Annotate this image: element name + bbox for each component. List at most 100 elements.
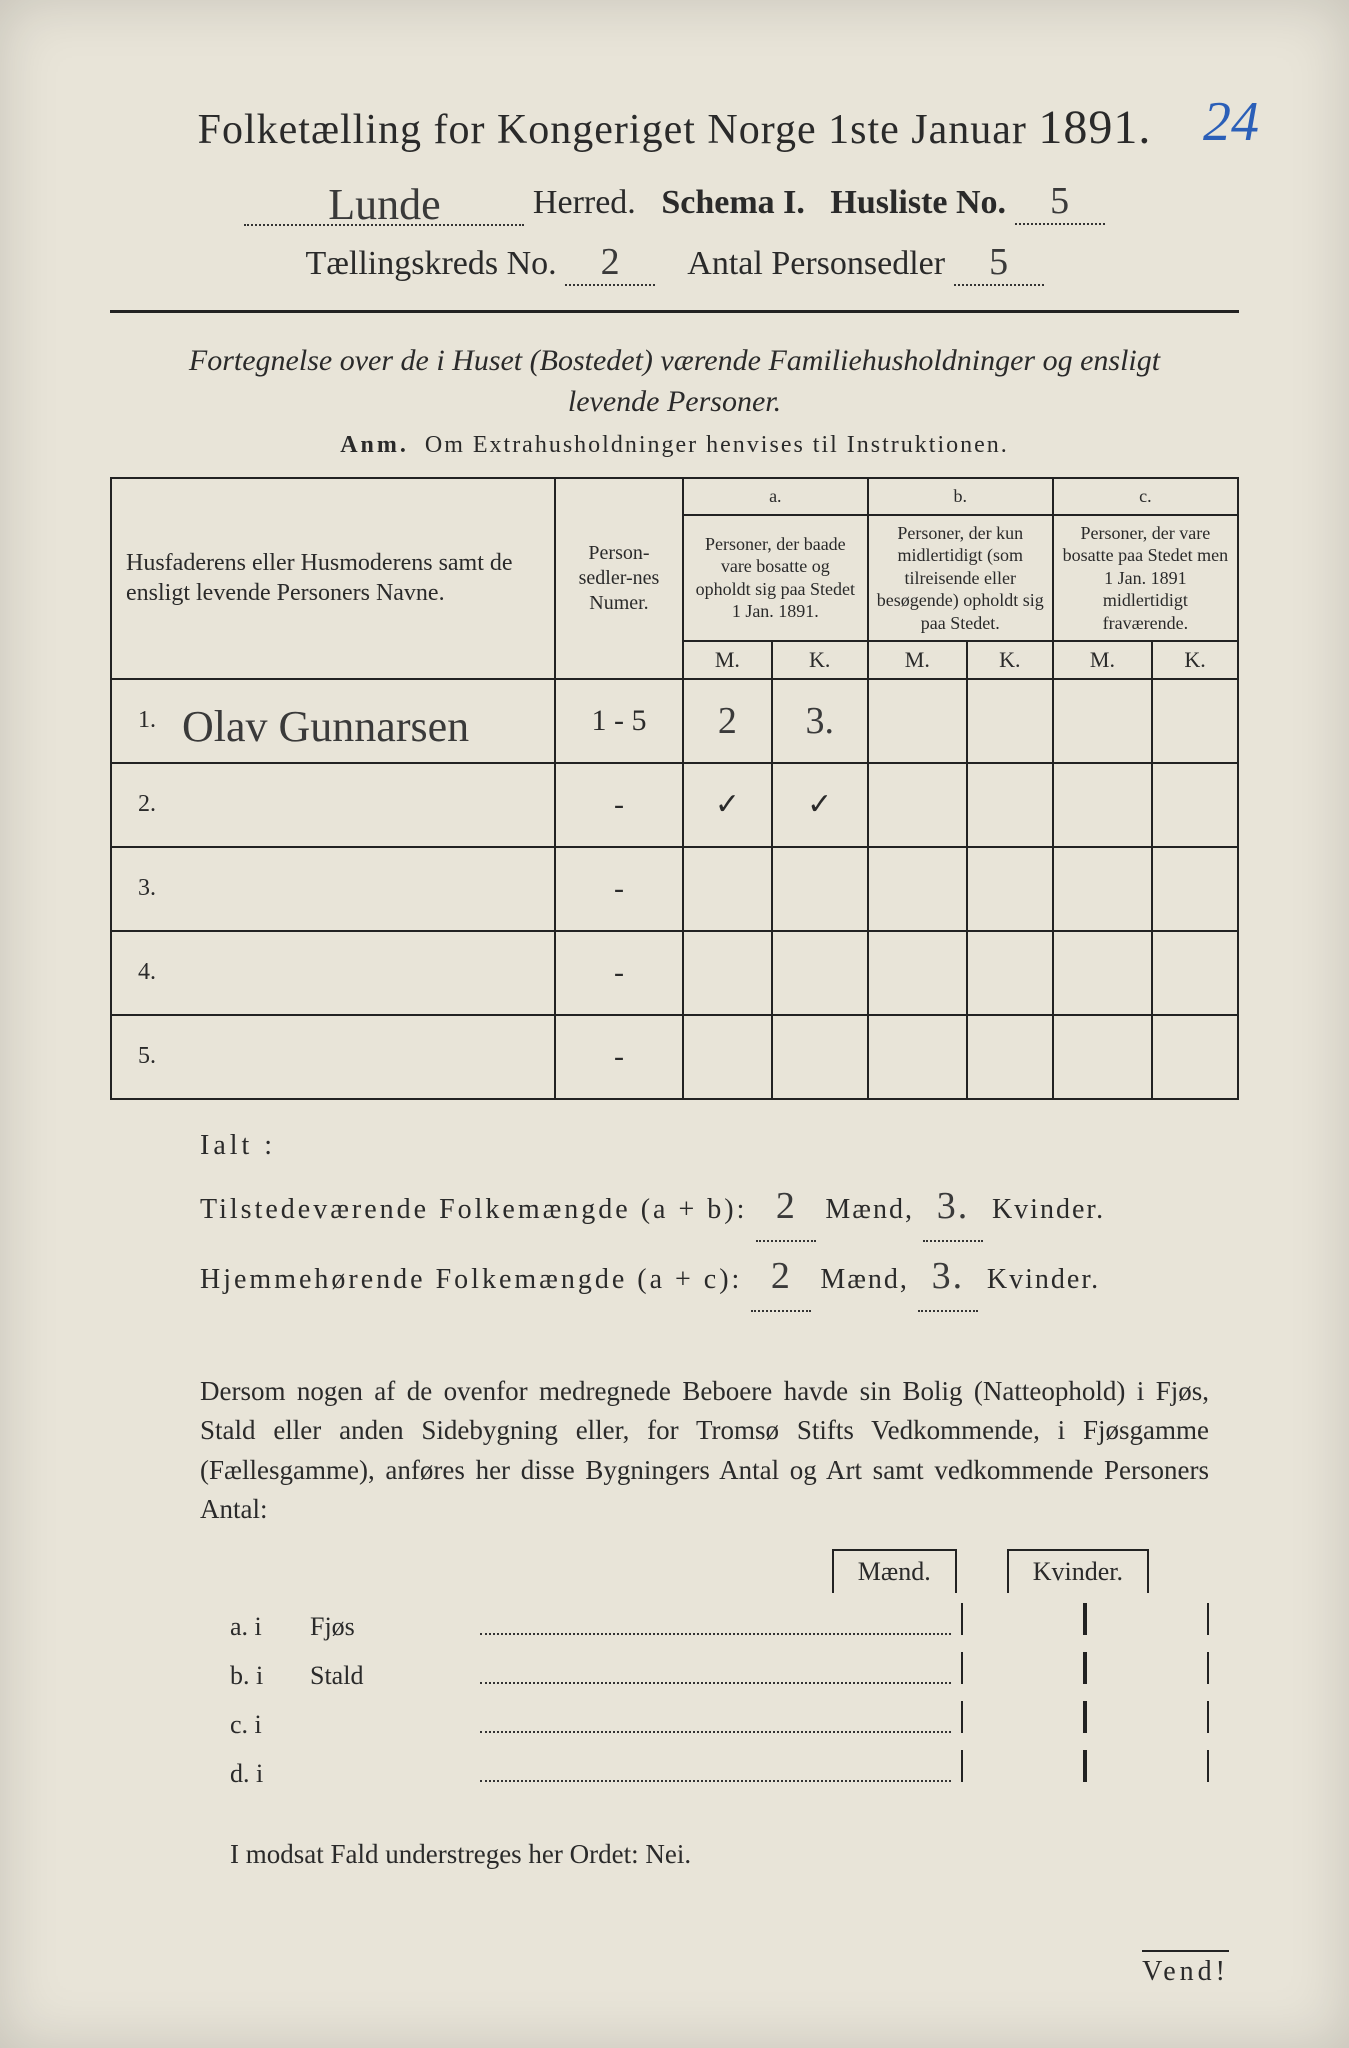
row-a-m: 2 — [683, 679, 772, 763]
col-b-head: b. — [868, 478, 1053, 515]
col-a-header: Personer, der baade vare bosatte og opho… — [683, 515, 868, 642]
row-a-k — [772, 931, 868, 1015]
ob-lbl: d. i — [230, 1759, 310, 1789]
totals-line1-label: Tilstedeværende Folkemængde (a + b): — [200, 1194, 747, 1225]
antal-label: Antal Personsedler — [687, 245, 945, 282]
totals-line2-m: 2 — [771, 1255, 792, 1297]
ob-lbl: b. i — [230, 1661, 310, 1691]
kreds-value: 2 — [601, 241, 620, 283]
row-number: 1. — [111, 679, 164, 763]
row-c-m — [1053, 931, 1152, 1015]
row-num: - — [555, 931, 683, 1015]
col-c-m: M. — [1053, 641, 1152, 679]
row-c-m — [1053, 847, 1152, 931]
row-number: 2. — [111, 763, 164, 847]
row-c-m — [1053, 763, 1152, 847]
ob-k-cell — [1085, 1652, 1209, 1684]
table-row: 2.-✓✓ — [111, 763, 1238, 847]
col-b-k: K. — [967, 641, 1053, 679]
row-a-k — [772, 847, 868, 931]
row-a-k: ✓ — [772, 763, 868, 847]
totals-maend-1: Mænd, — [825, 1194, 914, 1225]
schema-label: Schema I. — [661, 184, 805, 221]
col-a-head: a. — [683, 478, 868, 515]
title-main: Folketælling for Kongeriget Norge 1ste J… — [198, 107, 1027, 153]
row-c-k — [1152, 763, 1238, 847]
row-c-k — [1152, 931, 1238, 1015]
vend-label: Vend! — [1142, 1950, 1229, 1988]
row-b-k — [967, 763, 1053, 847]
husliste-label: Husliste No. — [830, 184, 1006, 221]
row-c-m — [1053, 679, 1152, 763]
ob-lbl: c. i — [230, 1710, 310, 1740]
totals-kvinder-2: Kvinder. — [987, 1264, 1100, 1295]
row-c-k — [1152, 679, 1238, 763]
outbuilding-line: d. i — [230, 1750, 1209, 1789]
row-num: 1 - 5 — [555, 679, 683, 763]
row-a-m: ✓ — [683, 763, 772, 847]
col-c-k: K. — [1152, 641, 1238, 679]
row-name — [164, 931, 555, 1015]
table-row: 4. - — [111, 931, 1238, 1015]
row-a-m — [683, 847, 772, 931]
table-row: 5.- — [111, 1015, 1238, 1099]
form-title: Folketælling for Kongeriget Norge 1ste J… — [110, 100, 1239, 155]
divider — [110, 310, 1239, 313]
row-c-k — [1152, 1015, 1238, 1099]
census-form-page: 24 Folketælling for Kongeriget Norge 1st… — [0, 0, 1349, 2048]
row-c-m — [1053, 1015, 1152, 1099]
household-table: Husfaderens eller Husmoderens samt de en… — [110, 477, 1239, 1100]
totals-line1-m: 2 — [776, 1185, 797, 1227]
ob-dots — [480, 1754, 951, 1782]
col-b-m: M. — [868, 641, 967, 679]
col-b-header: Personer, der kun midlertidigt (som tilr… — [868, 515, 1053, 642]
anm-label: Anm. — [340, 432, 409, 458]
row-number: 3. — [111, 847, 164, 931]
ob-k-cell — [1085, 1603, 1209, 1635]
row-num: - — [555, 763, 683, 847]
col-a-m: M. — [683, 641, 772, 679]
header-fields: Lunde Herred. Schema I. Husliste No. 5 T… — [110, 173, 1239, 286]
row-b-m — [868, 847, 967, 931]
row-b-k — [967, 679, 1053, 763]
ob-k-cell — [1085, 1750, 1209, 1782]
col-a-k: K. — [772, 641, 868, 679]
row-number: 4. — [111, 931, 164, 1015]
ob-m-cell — [961, 1750, 1085, 1782]
ob-m-cell — [961, 1603, 1085, 1635]
row-num: - — [555, 847, 683, 931]
row-a-m — [683, 1015, 772, 1099]
col-num-header: Person-sedler-nes Numer. — [555, 478, 683, 679]
row-a-k — [772, 1015, 868, 1099]
ob-txt: Fjøs — [310, 1612, 470, 1642]
page-number-handwritten: 24 — [1203, 90, 1259, 154]
ob-dots — [480, 1705, 951, 1733]
outbuildings-kvinder: Kvinder. — [1007, 1549, 1149, 1593]
ob-txt: Stald — [310, 1661, 470, 1691]
ialt-label: Ialt : — [200, 1130, 1239, 1162]
ob-m-cell — [961, 1652, 1085, 1684]
row-a-k: 3. — [772, 679, 868, 763]
row-b-m — [868, 1015, 967, 1099]
row-b-k — [967, 1015, 1053, 1099]
row-num: - — [555, 1015, 683, 1099]
row-b-m — [868, 763, 967, 847]
row-c-k — [1152, 847, 1238, 931]
ob-dots — [480, 1607, 951, 1635]
herred-label: Herred. — [533, 184, 636, 221]
table-row: 3. - — [111, 847, 1238, 931]
kreds-label: Tællingskreds No. — [305, 245, 556, 282]
row-name — [164, 763, 555, 847]
col-c-header: Personer, der vare bosatte paa Stedet me… — [1053, 515, 1238, 642]
herred-value: Lunde — [328, 179, 440, 230]
ob-dots — [480, 1656, 951, 1684]
row-b-k — [967, 847, 1053, 931]
col-name-header: Husfaderens eller Husmoderens samt de en… — [111, 478, 555, 679]
outbuilding-line: a. iFjøs — [230, 1603, 1209, 1642]
outbuilding-line: c. i — [230, 1701, 1209, 1740]
totals-line1-k: 3. — [937, 1185, 970, 1227]
nei-line: I modsat Fald understreges her Ordet: Ne… — [230, 1839, 1239, 1870]
row-a-m — [683, 931, 772, 1015]
row-name: Olav Gunnarsen — [164, 679, 555, 763]
row-name — [164, 847, 555, 931]
